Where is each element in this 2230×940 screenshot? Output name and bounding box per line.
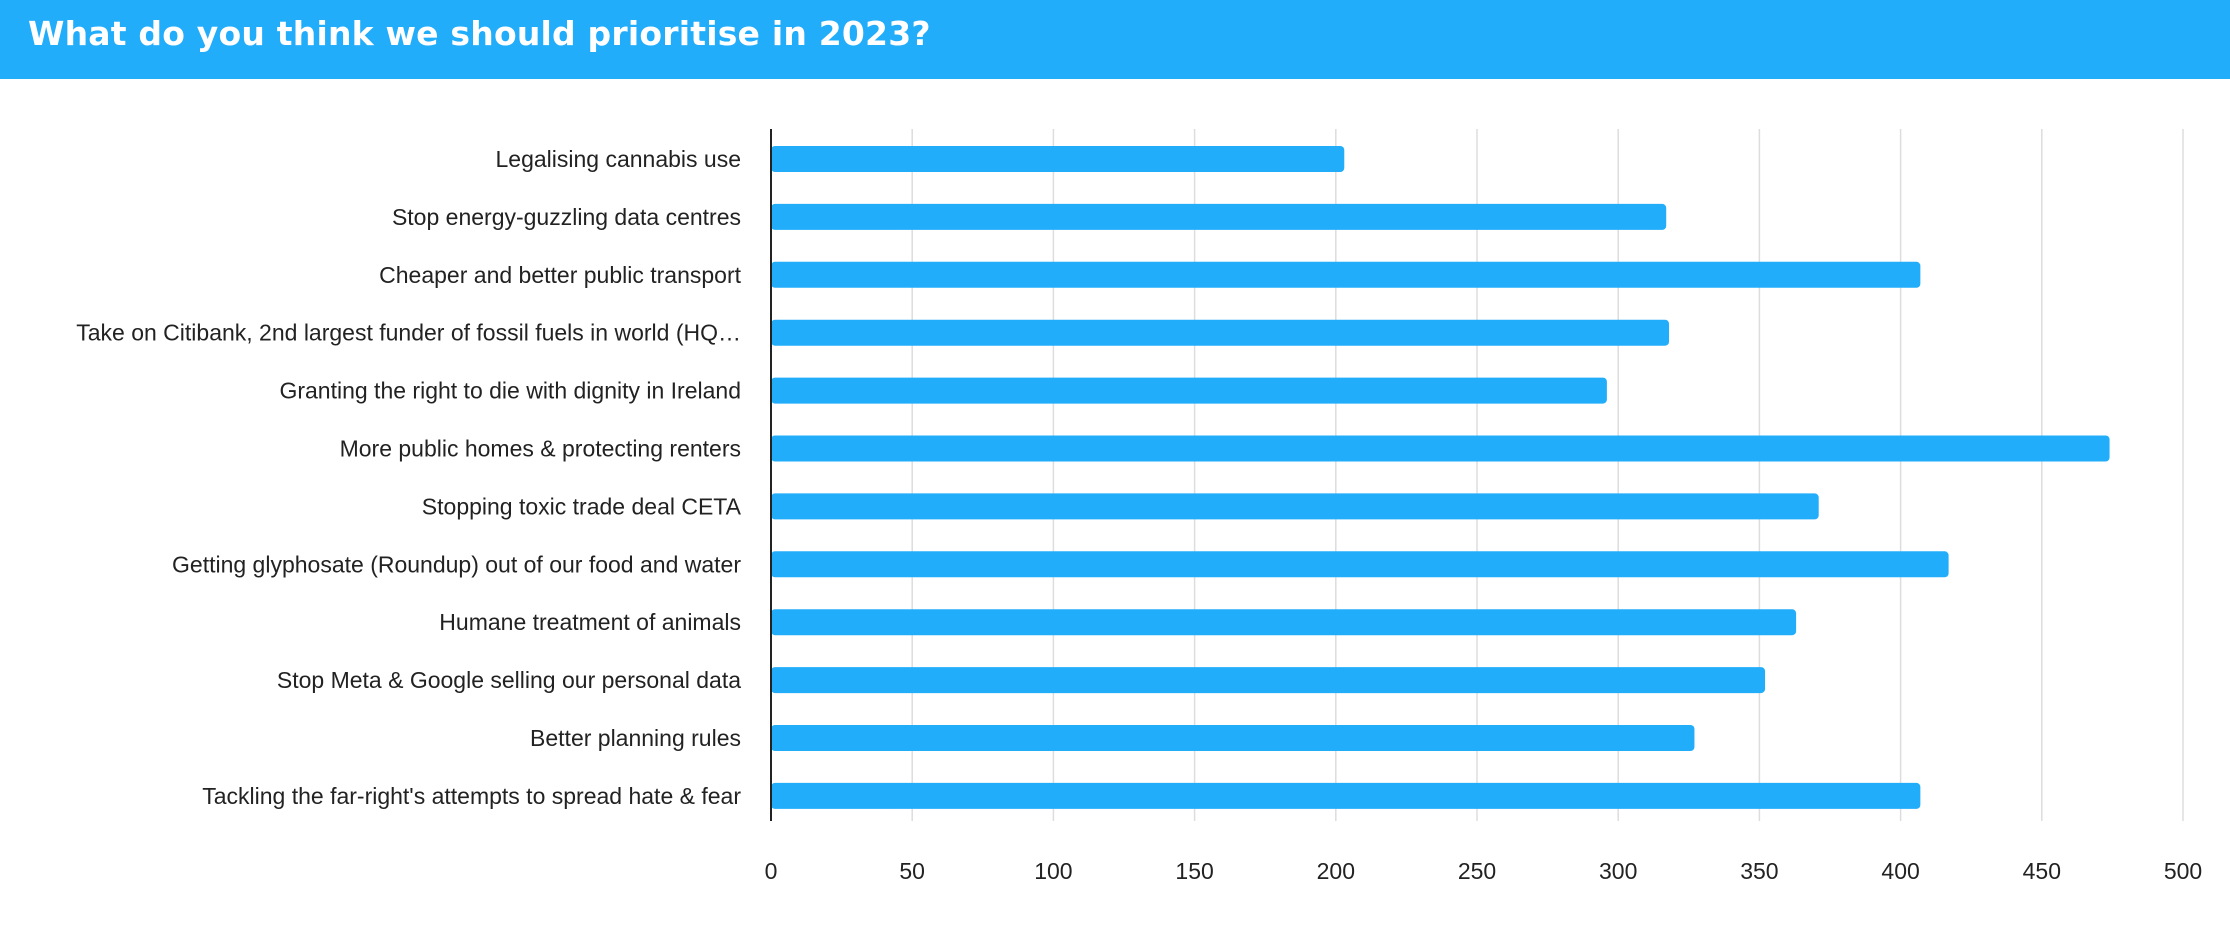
header-bar: What do you think we should prioritise i… [0,0,2230,79]
bar [771,725,1695,751]
gridlines [911,129,2184,821]
bar [771,261,1921,288]
category-label: Take on Citibank, 2nd largest funder of … [76,320,741,346]
category-label: Stop Meta & Google selling our personal … [277,667,741,693]
bars [771,146,2110,809]
x-tick-label: 500 [2164,858,2202,884]
bar [771,146,1345,172]
x-tick-label: 150 [1175,858,1213,884]
bar [771,493,1819,520]
category-label: Cheaper and better public transport [379,262,741,288]
x-tick-label: 100 [1034,858,1072,884]
bar [771,782,1921,809]
category-labels: Legalising cannabis use Stop energy-guzzl… [76,146,741,809]
category-label: Getting glyphosate (Roundup) out of our … [172,551,741,577]
bar [771,609,1797,636]
x-tick-label: 250 [1458,858,1496,884]
bar [771,667,1766,694]
x-tick-label: 300 [1599,858,1637,884]
category-label: Humane treatment of animals [439,609,741,635]
category-label: Tackling the far-right's attempts to spr… [202,783,741,809]
category-label: Stop energy-guzzling data centres [392,204,741,230]
x-tick-label: 400 [1881,858,1919,884]
x-tick-labels: 0 50 100 150 200 250 300 350 400 450 500 [765,858,2203,884]
x-tick-label: 350 [1740,858,1778,884]
category-label: Stopping toxic trade deal CETA [422,493,742,519]
bar [771,377,1607,404]
bar [771,319,1670,346]
bar [771,551,1949,578]
x-tick-label: 0 [765,858,778,884]
bar [771,435,2110,462]
priorities-bar-chart: Legalising cannabis use Stop energy-guzzl… [76,129,2203,884]
category-label: Granting the right to die with dignity i… [279,378,741,404]
category-label: Better planning rules [530,725,741,751]
category-label: More public homes & protecting renters [340,436,741,462]
x-tick-label: 50 [899,858,925,884]
x-tick-label: 200 [1317,858,1355,884]
page-title: What do you think we should prioritise i… [28,14,931,53]
category-label: Legalising cannabis use [495,146,741,172]
bar [771,203,1667,230]
x-tick-label: 450 [2023,858,2061,884]
